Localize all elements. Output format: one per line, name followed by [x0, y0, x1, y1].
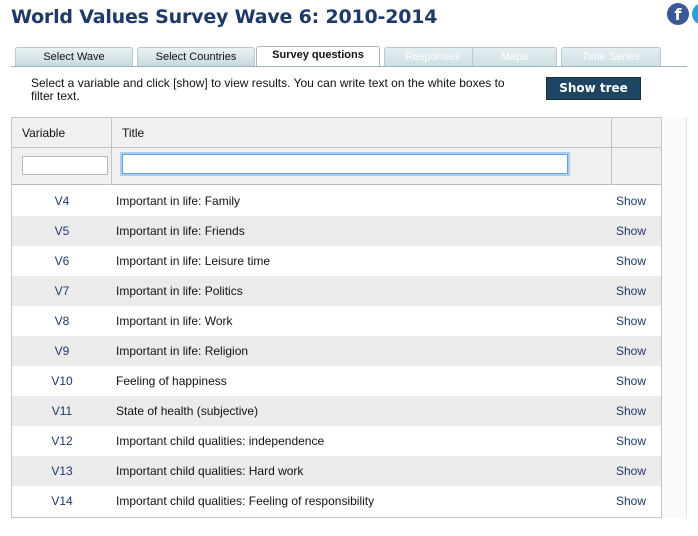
page-title: World Values Survey Wave 6: 2010-2014: [11, 6, 438, 28]
title-filter-input[interactable]: [120, 152, 570, 176]
variables-table: Variable Title V4 Important in life: Fam…: [11, 117, 662, 518]
show-link[interactable]: Show: [616, 494, 647, 508]
tab-time-series: Time Series: [561, 47, 661, 66]
variable-title: Important in life: Friends: [116, 224, 245, 238]
variable-code: V9: [54, 344, 70, 358]
table-row: V13 Important child qualities: Hard work…: [12, 456, 661, 486]
table-scrollbar[interactable]: [662, 117, 687, 518]
table-row: V5 Important in life: Friends Show: [12, 216, 661, 246]
variable-title: State of health (subjective): [116, 404, 259, 418]
tab-survey-questions[interactable]: Survey questions: [256, 46, 380, 67]
variable-filter-input[interactable]: [22, 156, 108, 175]
show-link[interactable]: Show: [616, 284, 647, 298]
show-link[interactable]: Show: [616, 434, 647, 448]
variable-code: V8: [54, 314, 70, 328]
table-row: V8 Important in life: Work Show: [12, 306, 661, 336]
variable-title: Important in life: Leisure time: [116, 254, 271, 268]
show-link[interactable]: Show: [616, 224, 647, 238]
tab-select-wave[interactable]: Select Wave: [15, 47, 133, 66]
tab-responses: Responses: [384, 47, 481, 66]
variable-title: Important in life: Politics: [116, 284, 243, 298]
variable-title: Important child qualities: Feeling of re…: [116, 494, 375, 508]
table-row: V14 Important child qualities: Feeling o…: [12, 486, 661, 516]
variable-code: V11: [51, 404, 73, 418]
table-row: V6 Important in life: Leisure time Show: [12, 246, 661, 276]
show-link[interactable]: Show: [616, 344, 647, 358]
variable-code: V12: [51, 434, 73, 448]
column-header-title: Title: [122, 126, 145, 140]
tab-bar: Select Wave Select Countries Survey ques…: [15, 46, 675, 67]
table-row: V10 Feeling of happiness Show: [12, 366, 661, 396]
instructions-text: Select a variable and click [show] to vi…: [31, 76, 505, 103]
variable-title: Important child qualities: Hard work: [116, 464, 304, 478]
facebook-icon[interactable]: f: [667, 3, 689, 25]
table-row: V9 Important in life: Religion Show: [12, 336, 661, 366]
show-link[interactable]: Show: [616, 314, 647, 328]
table-body: V4 Important in life: Family Show V5 Imp…: [12, 186, 661, 516]
tab-maps: Maps: [472, 47, 557, 66]
table-row: V12 Important child qualities: independe…: [12, 426, 661, 456]
tab-select-countries[interactable]: Select Countries: [137, 47, 255, 66]
social-icon[interactable]: [692, 3, 698, 25]
show-link[interactable]: Show: [616, 254, 647, 268]
variable-code: V13: [51, 464, 73, 478]
variable-title: Important in life: Work: [116, 314, 233, 328]
show-link[interactable]: Show: [616, 374, 647, 388]
show-tree-button[interactable]: Show tree: [546, 77, 641, 100]
tab-divider: [11, 66, 687, 67]
variable-code: V5: [54, 224, 70, 238]
column-header-variable: Variable: [22, 126, 66, 140]
variable-title: Important in life: Family: [116, 194, 241, 208]
table-row: V11 State of health (subjective) Show: [12, 396, 661, 426]
table-row: V4 Important in life: Family Show: [12, 186, 661, 216]
filter-cell-variable: [12, 148, 112, 185]
table-header: Variable Title: [12, 118, 661, 185]
variable-code: V6: [54, 254, 70, 268]
variable-code: V14: [51, 494, 73, 508]
table-row: V7 Important in life: Politics Show: [12, 276, 661, 306]
show-link[interactable]: Show: [616, 194, 647, 208]
variable-title: Feeling of happiness: [116, 374, 227, 388]
header-cell-title[interactable]: Title: [112, 118, 612, 148]
show-link[interactable]: Show: [616, 404, 647, 418]
variable-code: V7: [54, 284, 70, 298]
header-cell-action: [612, 118, 661, 148]
variable-code: V10: [51, 374, 73, 388]
show-link[interactable]: Show: [616, 464, 647, 478]
filter-cell-title: [112, 148, 612, 185]
header-cell-variable[interactable]: Variable: [12, 118, 112, 148]
variable-code: V4: [54, 194, 70, 208]
filter-cell-action: [612, 148, 661, 185]
variable-title: Important child qualities: independence: [116, 434, 325, 448]
variable-title: Important in life: Religion: [116, 344, 249, 358]
